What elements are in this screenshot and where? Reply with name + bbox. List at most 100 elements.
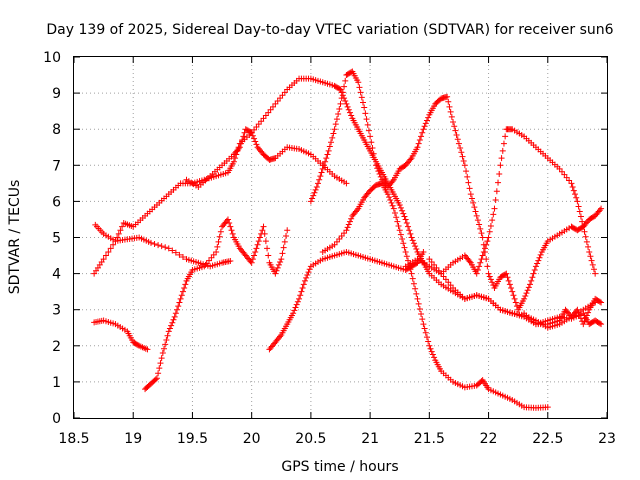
data-point	[178, 292, 185, 299]
data-point	[158, 243, 165, 250]
data-point	[455, 140, 462, 147]
data-point	[240, 133, 247, 140]
data-point	[585, 309, 592, 316]
x-tick-label: 19	[124, 431, 142, 447]
data-point	[343, 100, 350, 107]
data-point	[428, 348, 435, 355]
data-point	[384, 191, 391, 198]
data-point	[509, 288, 516, 295]
data-point	[421, 123, 428, 130]
data-point	[407, 156, 414, 163]
data-point	[537, 251, 544, 258]
data-point	[238, 140, 245, 147]
data-point	[480, 248, 487, 255]
data-point	[523, 290, 530, 297]
data-point	[486, 273, 493, 280]
data-point	[596, 320, 603, 327]
data-point	[328, 139, 335, 146]
data-point	[583, 238, 590, 245]
data-point	[107, 245, 114, 252]
data-point	[265, 252, 272, 259]
data-point	[395, 222, 402, 229]
data-point	[423, 117, 430, 124]
data-point	[309, 195, 316, 202]
data-point	[110, 241, 117, 248]
data-point	[415, 140, 422, 147]
data-point	[446, 103, 453, 110]
data-point	[343, 227, 350, 234]
data-point	[114, 234, 121, 241]
data-point	[575, 203, 582, 210]
data-point	[164, 332, 171, 339]
data-point	[409, 237, 416, 244]
data-point	[396, 227, 403, 234]
data-point	[412, 285, 419, 292]
data-point	[158, 355, 165, 362]
data-point	[389, 202, 396, 209]
data-point	[476, 263, 483, 270]
data-point	[166, 325, 173, 332]
data-point	[280, 244, 287, 251]
data-point	[239, 137, 246, 144]
data-point	[452, 127, 459, 134]
y-axis-label: SDTVAR / TECUs	[7, 180, 23, 295]
data-point	[596, 207, 603, 214]
data-point	[236, 144, 243, 151]
data-point	[426, 342, 433, 349]
data-point	[512, 299, 519, 306]
data-point	[510, 292, 517, 299]
x-tick-labels: 18.5 19 19.5 20 20.5 21 21.5 22 22.5 23	[58, 431, 616, 447]
data-point	[484, 238, 491, 245]
data-point	[598, 321, 605, 328]
data-point	[490, 211, 497, 218]
data-point	[253, 245, 260, 252]
data-point	[314, 180, 321, 187]
data-point	[255, 238, 262, 245]
data-point	[466, 185, 473, 192]
x-tick-label: 21.5	[414, 431, 445, 447]
data-point	[323, 155, 330, 162]
data-point	[444, 93, 451, 100]
data-point	[402, 248, 409, 255]
series-track-c	[91, 317, 151, 353]
data-point	[524, 287, 531, 294]
data-point	[361, 104, 368, 111]
data-point	[570, 187, 577, 194]
data-point	[147, 239, 154, 246]
data-point	[418, 311, 425, 318]
data-point	[100, 256, 107, 263]
series-track-d	[142, 216, 291, 393]
data-point	[176, 299, 183, 306]
data-point	[598, 299, 605, 306]
data-point	[342, 98, 349, 105]
data-point	[312, 186, 319, 193]
x-axis-label: GPS time / hours	[281, 459, 398, 475]
data-point	[117, 227, 124, 234]
data-point	[592, 270, 599, 277]
data-point	[535, 257, 542, 264]
data-point	[161, 345, 168, 352]
data-point	[320, 162, 327, 169]
data-point	[527, 281, 534, 288]
data-point	[464, 173, 471, 180]
data-point	[217, 228, 224, 235]
data-point	[581, 228, 588, 235]
data-point	[399, 235, 406, 242]
data-point	[325, 147, 332, 154]
data-point	[498, 155, 505, 162]
data-point	[170, 316, 177, 323]
chart-title: Day 139 of 2025, Sidereal Day-to-day VTE…	[46, 22, 613, 38]
data-point	[531, 266, 538, 273]
data-point	[544, 404, 551, 411]
data-point	[299, 285, 306, 292]
data-point	[342, 77, 349, 84]
data-point	[471, 204, 478, 211]
data-point	[344, 103, 351, 110]
data-point	[482, 245, 489, 252]
data-point	[577, 213, 584, 220]
data-point	[528, 277, 535, 284]
data-point	[460, 157, 467, 164]
data-point	[419, 129, 426, 136]
data-point	[251, 135, 258, 142]
data-point	[477, 225, 484, 232]
